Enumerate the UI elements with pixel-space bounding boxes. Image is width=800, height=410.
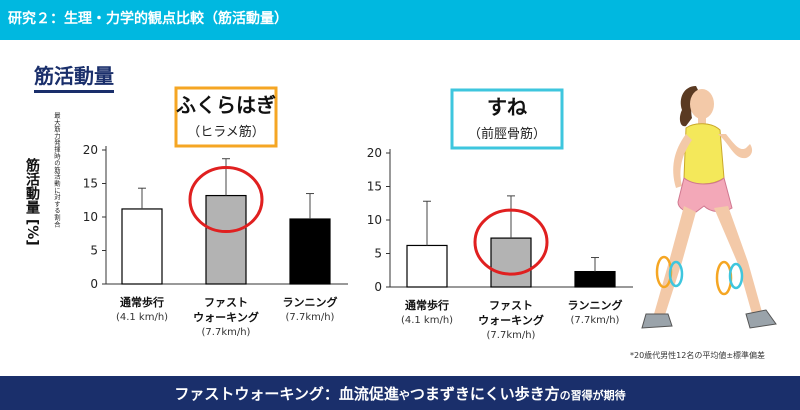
chart-title: すね (487, 95, 527, 119)
y-tick-label: 20 (367, 146, 382, 160)
footer-main-2: つまずきにくい歩き方 (409, 385, 560, 403)
y-tick-label: 10 (83, 210, 98, 224)
category-name: ウォーキング (193, 310, 259, 324)
bar (490, 237, 532, 288)
category-name: ランニング (282, 296, 338, 309)
category-speed: (7.7km/h) (486, 329, 536, 341)
category-speed: (7.7km/h) (570, 314, 620, 326)
highlight-circle (188, 166, 264, 234)
page-header-title: 研究２：生理・力学的観点比較（筋活動量） (8, 11, 288, 27)
chart-subtitle: （ヒラメ筋） (187, 124, 265, 140)
bar (289, 218, 331, 285)
bar (574, 270, 616, 288)
category-label: ランニング (7.7km/h) (555, 299, 635, 327)
highlight-circle (473, 208, 549, 276)
category-name: 通常歩行 (120, 296, 164, 309)
category-name: ファスト (489, 299, 533, 312)
footer-text: ファストウォーキング：血流促進やつまずきにくい歩き方の習得が期待 (0, 383, 800, 404)
chart-title: ふくらはぎ (176, 93, 276, 117)
chart-title-box (174, 86, 278, 148)
category-speed: (7.7km/h) (201, 326, 251, 338)
chart-subtitle: （前脛骨筋） (468, 126, 546, 142)
y-tick-label: 20 (83, 143, 98, 157)
category-name: ランニング (567, 299, 623, 312)
category-name: ウォーキング (478, 313, 544, 327)
y-tick-label: 15 (367, 180, 382, 194)
y-axis-label: 筋活動量 [%] (24, 158, 40, 246)
footer-connector-2: の習得が期待 (559, 389, 626, 402)
bar (121, 208, 163, 285)
bar (406, 244, 448, 288)
category-label: ファスト ウォーキング (7.7km/h) (471, 299, 551, 342)
category-speed: (4.1 km/h) (400, 314, 454, 326)
y-tick-label: 15 (83, 177, 98, 191)
y-tick-label: 0 (90, 277, 98, 291)
category-name: ファスト (204, 296, 248, 309)
y-tick-label: 5 (374, 247, 382, 261)
footer-bar: ファストウォーキング：血流促進やつまずきにくい歩き方の習得が期待 (0, 376, 800, 410)
category-label: ランニング (7.7km/h) (270, 296, 350, 324)
walking-woman-illustration (641, 86, 777, 329)
charts-canvas: ふくらはぎ （ヒラメ筋） 0 5 10 15 20 すね （前脛骨筋） 0 5 10 15 20 (83, 86, 633, 294)
y-tick-label: 0 (374, 280, 382, 294)
category-label: 通常歩行 (4.1 km/h) (102, 296, 182, 324)
bar (205, 194, 247, 285)
y-tick-label: 10 (367, 213, 382, 227)
category-speed: (7.7km/h) (285, 311, 335, 323)
chart-title-box (450, 88, 564, 150)
footer-main: ファストウォーキング：血流促進 (174, 385, 399, 403)
category-label: ファスト ウォーキング (7.7km/h) (186, 296, 266, 339)
section-title: 筋活動量 (34, 60, 114, 93)
category-name: 通常歩行 (405, 299, 449, 312)
category-speed: (4.1 km/h) (115, 311, 169, 323)
footer-connector-1: や (398, 389, 410, 402)
y-axis-note: 最大筋力発揮時の筋活動に対する割合 (52, 112, 60, 228)
category-label: 通常歩行 (4.1 km/h) (387, 299, 467, 327)
y-tick-label: 5 (90, 244, 98, 258)
header-bar: 研究２：生理・力学的観点比較（筋活動量） (0, 0, 800, 40)
footnote: *20歳代男性12名の平均値±標準偏差 (630, 351, 766, 360)
